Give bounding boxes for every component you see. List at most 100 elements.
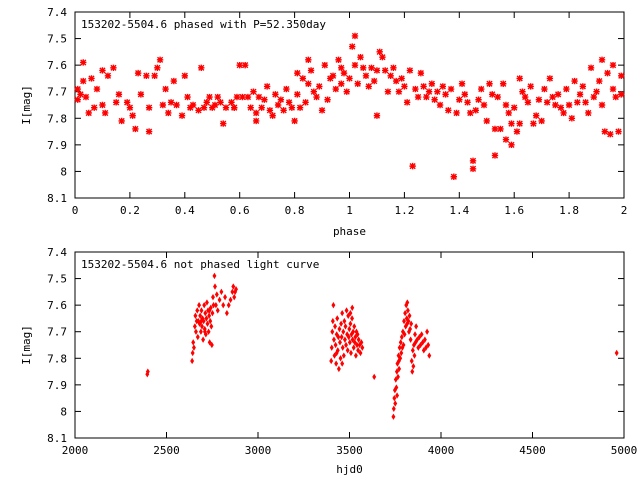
data-point [294, 69, 301, 77]
data-point [409, 162, 416, 170]
data-point [458, 80, 466, 87]
data-point [340, 309, 345, 317]
x-axis-label: phase [333, 225, 366, 238]
data-point [405, 299, 410, 306]
data-point [349, 43, 356, 50]
data-point [403, 309, 408, 317]
data-point [334, 349, 339, 357]
data-point [405, 320, 410, 327]
data-point [431, 96, 438, 103]
x-tick-label: 3000 [245, 444, 272, 457]
data-point [226, 301, 231, 309]
data-point [420, 339, 425, 346]
data-point [598, 56, 606, 64]
data-point [447, 85, 455, 93]
x-tick-label: 2500 [153, 444, 180, 457]
x-tick-label: 5000 [611, 444, 638, 457]
data-point [618, 91, 625, 98]
data-point [351, 32, 359, 40]
data-point [200, 323, 204, 330]
data-point [332, 352, 337, 359]
data-point [392, 77, 400, 85]
data-point [582, 99, 589, 106]
data-point [201, 336, 206, 343]
data-point [198, 312, 203, 319]
data-point [205, 320, 210, 327]
data-point [145, 128, 153, 135]
data-point [456, 96, 463, 103]
data-point [615, 128, 622, 135]
data-point [508, 120, 515, 127]
data-point [203, 309, 208, 317]
data-point [393, 400, 398, 407]
data-point [373, 67, 381, 74]
data-point [396, 373, 400, 381]
data-point [391, 413, 396, 420]
data-point [266, 107, 274, 114]
data-point [250, 88, 257, 95]
data-point [412, 352, 417, 359]
data-point [344, 341, 348, 349]
data-point [410, 347, 415, 354]
data-point [296, 104, 304, 111]
data-point [340, 360, 345, 367]
data-point [352, 339, 357, 346]
data-point [274, 101, 282, 109]
data-point [399, 349, 404, 357]
data-point [350, 304, 355, 311]
data-point [129, 112, 136, 119]
data-point [219, 288, 224, 296]
data-point [333, 323, 337, 330]
data-point [302, 99, 309, 106]
data-point [396, 357, 401, 365]
data-point [521, 93, 529, 101]
data-point [210, 309, 215, 317]
data-point [365, 83, 372, 90]
data-point [568, 115, 576, 122]
data-point [236, 61, 243, 69]
data-point [368, 64, 375, 71]
data-point [541, 85, 548, 93]
y-tick-label: 7.5 [47, 33, 67, 46]
data-point [426, 341, 431, 349]
data-point [310, 88, 318, 95]
data-point [571, 77, 578, 85]
data-point [118, 117, 125, 125]
data-point [212, 272, 217, 280]
data-point [350, 336, 355, 343]
data-point [193, 312, 198, 319]
data-point [579, 83, 587, 90]
data-point [192, 323, 197, 330]
data-point [280, 107, 287, 114]
data-point [190, 357, 195, 365]
x-tick-label: 2 [621, 204, 628, 217]
data-point [417, 333, 422, 341]
data-point [408, 336, 413, 343]
data-point [283, 85, 290, 93]
data-point [214, 291, 219, 298]
data-point [184, 93, 191, 101]
data-point [91, 104, 98, 111]
data-point [585, 109, 592, 117]
unphased-plot: 2000 2500 3000 3500 4000 4500 5000 7.4 7.5 7.6 7.7… [20, 246, 637, 476]
data-point [340, 69, 348, 77]
data-point [321, 61, 328, 69]
data-point [217, 296, 222, 304]
x-tick-label: 1 [346, 204, 353, 217]
data-point [397, 365, 402, 373]
data-point [401, 341, 406, 349]
data-point [351, 328, 356, 335]
data-point [272, 91, 279, 98]
data-point [344, 307, 349, 314]
data-point [618, 72, 625, 79]
y-tick-label: 8 [60, 165, 67, 178]
data-point [335, 56, 342, 64]
data-point [497, 125, 504, 133]
data-point [331, 301, 336, 309]
data-point [277, 96, 285, 103]
data-point [467, 109, 474, 117]
data-point [222, 104, 230, 111]
data-point [614, 349, 619, 357]
data-point [358, 349, 363, 357]
data-point [204, 315, 209, 322]
